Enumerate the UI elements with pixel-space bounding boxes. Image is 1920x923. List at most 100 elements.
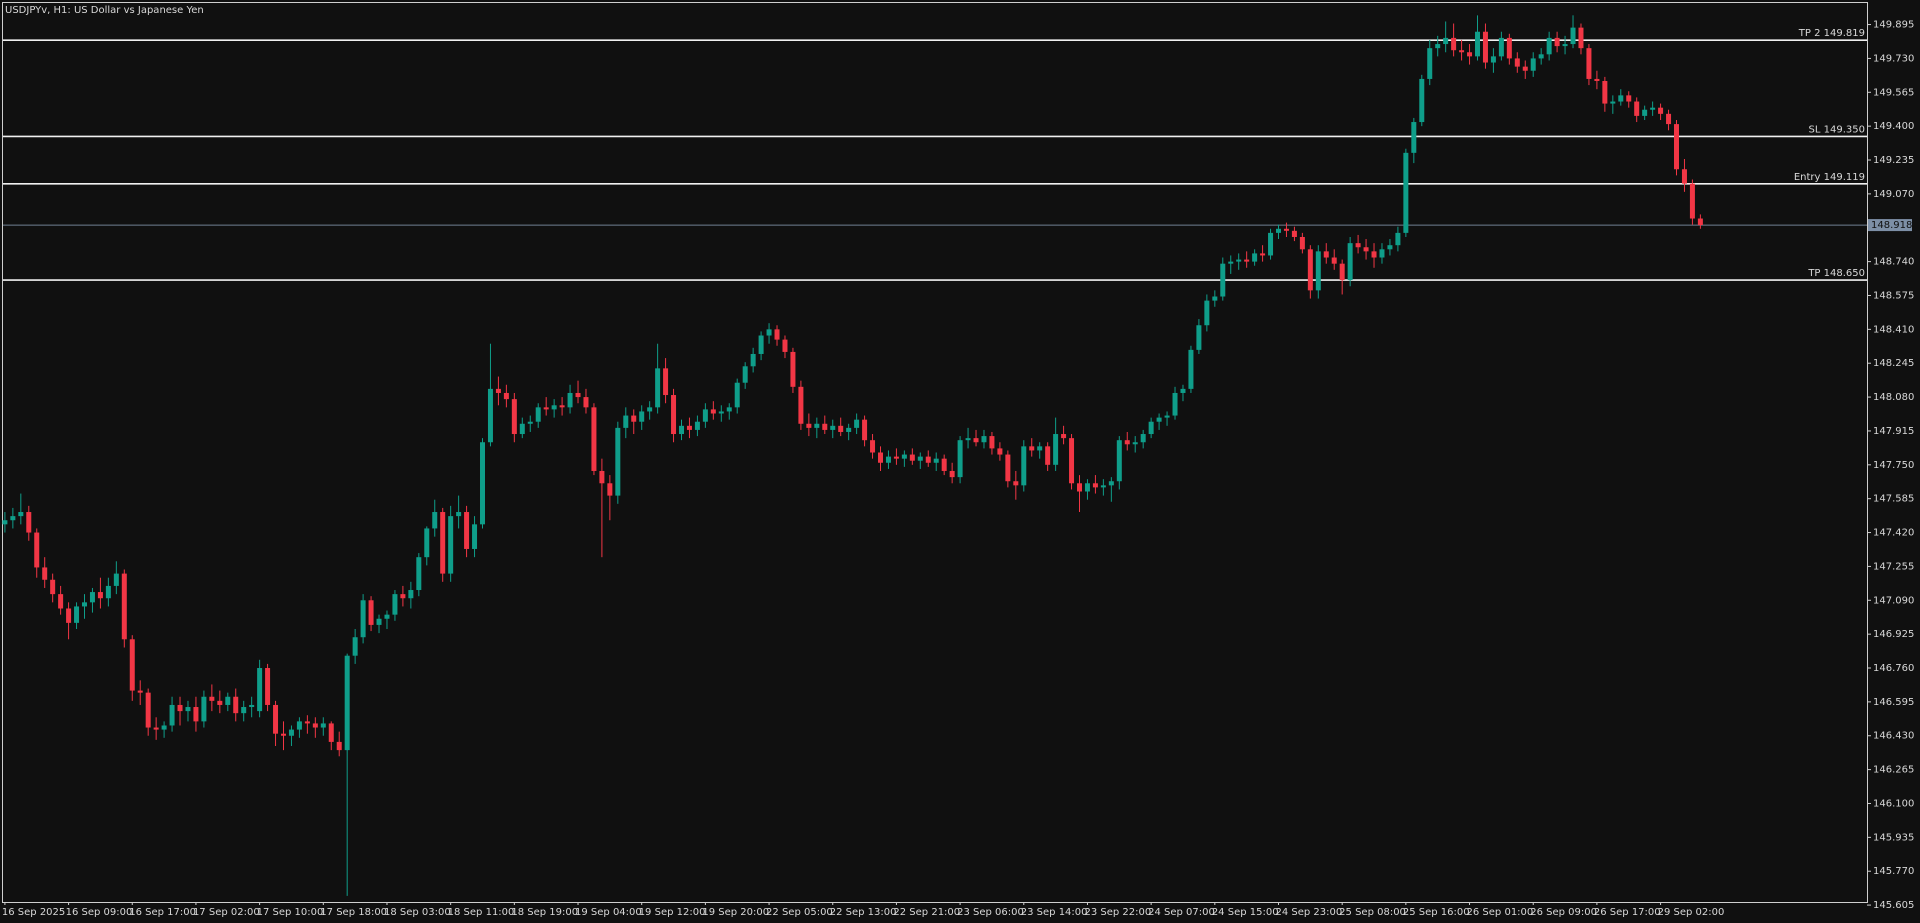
marks: 149.895 149.730 149.565 149.400 149.235 149.0… — [2, 15, 1914, 918]
candle-body — [2, 520, 8, 525]
y-tick-label: 148.080 — [1873, 392, 1914, 403]
candle-body — [551, 405, 557, 410]
candle-body — [814, 423, 820, 428]
candle-body — [26, 512, 32, 533]
candle-body — [233, 696, 239, 714]
candle-body — [1307, 249, 1313, 291]
candle-body — [1244, 259, 1250, 262]
current-price-box — [1868, 219, 1912, 232]
candle-body — [1331, 257, 1337, 264]
candle-body — [1427, 48, 1433, 79]
candle-body — [137, 690, 143, 693]
candle-body — [655, 368, 661, 408]
x-tick-label: 23 Sep 22:00 — [1084, 907, 1151, 918]
candle-body — [1204, 300, 1210, 326]
y-tick-label: 148.410 — [1873, 324, 1914, 335]
candle-body — [376, 618, 382, 625]
candle-body — [511, 399, 517, 435]
candle-body — [50, 579, 56, 595]
x-tick-label: 23 Sep 06:00 — [957, 907, 1024, 918]
candle-body — [1674, 124, 1679, 170]
candle-body — [1570, 27, 1576, 45]
candle-body — [1634, 101, 1640, 116]
candle-body — [1180, 388, 1186, 393]
candle-body — [1482, 31, 1488, 63]
candle-body — [878, 452, 883, 463]
candle-body — [1077, 483, 1082, 492]
candle-body — [901, 454, 907, 459]
candle-body — [161, 725, 167, 730]
current-price-label: 148.918 — [1871, 220, 1912, 231]
y-tick-label: 147.255 — [1873, 561, 1914, 572]
candle-body — [870, 440, 876, 453]
candle-body — [750, 353, 756, 367]
level-label: TP 2 149.819 — [1798, 28, 1865, 39]
candle-body — [925, 456, 931, 463]
candle-body — [710, 409, 716, 414]
candle-body — [1212, 296, 1218, 301]
candle-body — [758, 335, 764, 354]
level-label: Entry 149.119 — [1794, 172, 1865, 183]
candle-body — [790, 351, 796, 387]
candle-body — [806, 423, 812, 428]
candle-body — [1626, 95, 1632, 102]
candle-body — [933, 458, 939, 463]
x-tick-label: 22 Sep 05:00 — [766, 907, 833, 918]
candle-body — [1538, 54, 1544, 59]
candle-body — [105, 585, 111, 599]
candle-body — [1061, 434, 1067, 439]
x-tick-label: 24 Sep 07:00 — [1148, 907, 1215, 918]
candle-body — [671, 395, 677, 435]
candle-body — [686, 425, 692, 430]
x-tick-label: 18 Sep 03:00 — [384, 907, 451, 918]
candle-body — [862, 419, 868, 441]
candle-body — [225, 696, 231, 705]
candle-body — [1594, 78, 1600, 81]
candle-body — [885, 456, 891, 463]
y-tick-label: 147.750 — [1873, 460, 1914, 471]
candle-body — [981, 436, 987, 443]
y-tick-label: 147.090 — [1873, 595, 1914, 606]
y-tick-label: 146.430 — [1873, 731, 1914, 742]
candle-body — [599, 470, 605, 484]
y-tick-label: 145.605 — [1873, 900, 1914, 911]
candle-body — [559, 405, 565, 408]
candle-body — [1578, 27, 1584, 49]
candle-body — [854, 419, 860, 428]
y-tick-label: 149.400 — [1873, 121, 1914, 132]
y-tick-label: 146.760 — [1873, 663, 1914, 674]
y-tick-label: 147.585 — [1873, 494, 1914, 505]
candle-body — [320, 723, 326, 728]
candle-body — [575, 392, 581, 398]
candle-body — [1681, 169, 1687, 184]
candle-body — [153, 727, 159, 730]
candle-body — [1475, 31, 1480, 57]
candle-body — [1132, 442, 1138, 445]
candle-body — [241, 707, 247, 714]
candle-body — [766, 329, 772, 336]
candle-body — [623, 415, 629, 428]
x-tick-label: 23 Sep 14:00 — [1021, 907, 1088, 918]
y-tick-label: 146.925 — [1873, 629, 1914, 640]
candle-body — [631, 415, 637, 422]
plot-frame — [2, 2, 1868, 903]
candle-body — [973, 438, 979, 443]
candle-body — [392, 594, 398, 615]
candle-body — [957, 440, 963, 478]
candle-body — [1108, 481, 1114, 486]
candle-body — [1116, 440, 1122, 482]
candle-body — [424, 528, 430, 558]
candle-body — [400, 594, 406, 599]
candle-body — [1084, 483, 1090, 492]
candle-body — [1443, 37, 1449, 45]
candle-body — [1188, 349, 1194, 389]
candle-body — [177, 704, 183, 712]
candle-body — [97, 592, 103, 599]
y-tick-label: 146.265 — [1873, 765, 1914, 776]
x-tick-label: 24 Sep 15:00 — [1212, 907, 1279, 918]
candle-body — [830, 425, 836, 430]
y-tick-label: 149.565 — [1873, 87, 1914, 98]
candle-body — [1498, 37, 1504, 57]
candle-body — [734, 382, 740, 408]
candle-body — [1395, 232, 1401, 246]
